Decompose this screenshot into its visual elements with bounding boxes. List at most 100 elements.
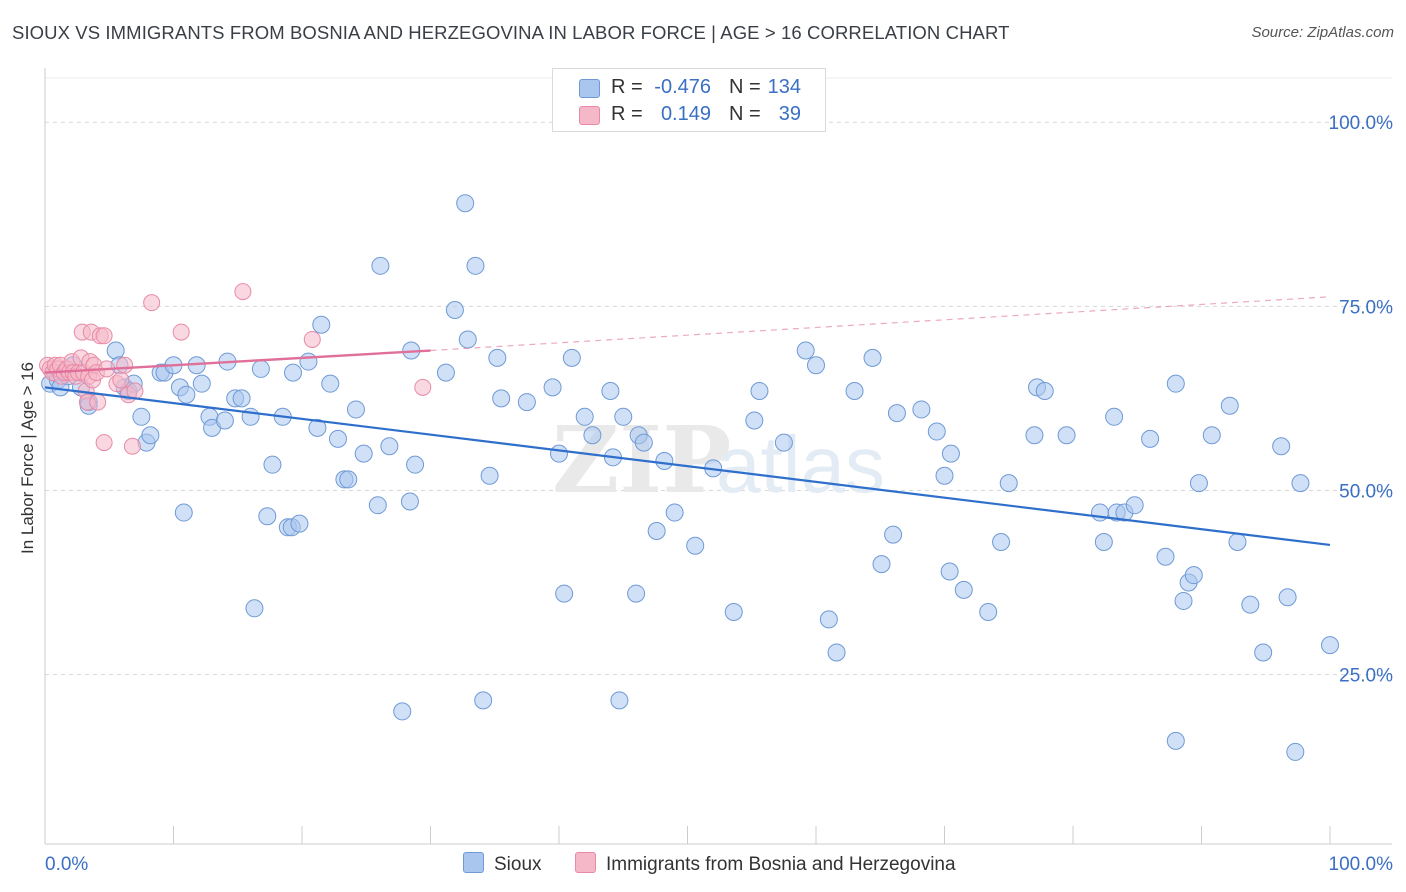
sioux-point — [1105, 407, 1124, 426]
sioux-point — [745, 411, 764, 430]
y-axis-title: In Labor Force | Age > 16 — [18, 361, 37, 555]
sioux-point — [1125, 496, 1144, 515]
sioux-point — [1278, 588, 1297, 607]
bosnia-point — [116, 356, 134, 374]
sioux-point — [1174, 591, 1193, 610]
sioux-point — [1241, 595, 1260, 614]
sioux-point — [562, 348, 581, 367]
sioux-point — [339, 470, 358, 489]
sioux-point — [999, 474, 1018, 493]
y-tick-label: 25.0% — [1339, 666, 1393, 687]
bosnia-legend-swatch — [575, 852, 596, 873]
sioux-point — [979, 602, 998, 621]
bosnia-point — [95, 327, 113, 345]
bosnia-point — [172, 323, 190, 341]
x-tick-label: 100.0% — [1329, 854, 1394, 875]
sioux-point — [583, 426, 602, 445]
sioux-point — [132, 407, 151, 426]
bosnia-point — [143, 294, 161, 312]
y-tick-label: 100.0% — [1329, 113, 1394, 134]
sioux-point — [1025, 426, 1044, 445]
r-value: 0.149 — [660, 103, 711, 125]
sioux-point — [1166, 374, 1185, 393]
sioux-point — [177, 385, 196, 404]
sioux-point — [492, 389, 511, 408]
sioux-point — [488, 348, 507, 367]
sioux-point — [192, 374, 211, 393]
sioux-point — [1035, 382, 1054, 401]
sioux-point — [245, 599, 264, 618]
bottom-legend-sioux: Sioux — [463, 852, 542, 876]
bosnia-trendline — [44, 349, 431, 374]
sioux-point — [406, 455, 425, 474]
sioux-point — [686, 536, 705, 555]
sioux-point — [1184, 566, 1203, 585]
sioux-point — [774, 433, 793, 452]
sioux-point — [1141, 429, 1160, 448]
sioux-point — [346, 400, 365, 419]
points-layer — [39, 194, 1339, 761]
sioux-point — [436, 363, 455, 382]
bosnia-point — [123, 437, 141, 455]
bosnia-point — [112, 371, 130, 389]
sioux-point — [601, 382, 620, 401]
sioux-point — [941, 444, 960, 463]
sioux-point — [321, 374, 340, 393]
sioux-point — [368, 496, 387, 515]
sioux-point — [827, 643, 846, 662]
sioux-point — [380, 437, 399, 456]
bosnia-point — [89, 393, 107, 411]
sioux-trendline — [44, 386, 1331, 547]
sioux-point — [665, 503, 684, 522]
sioux-point — [863, 348, 882, 367]
sioux-point — [1220, 396, 1239, 415]
sioux-point — [456, 194, 475, 213]
sioux-point — [954, 580, 973, 599]
n-value: 134 — [767, 76, 801, 98]
sioux-point — [1254, 643, 1273, 662]
bottom-legend-bosnia: Immigrants from Bosnia and Herzegovina — [575, 852, 956, 876]
r-label: R = — [611, 103, 643, 125]
sioux-point — [258, 507, 277, 526]
bosnia-point — [414, 378, 432, 396]
stats-legend: R = -0.476 N = 134 R = 0.149 N = 39 — [552, 68, 826, 132]
sioux-point — [141, 426, 160, 445]
sioux-point — [634, 433, 653, 452]
sioux-point — [1272, 437, 1291, 456]
sioux-point — [308, 418, 327, 437]
bosnia-swatch — [579, 106, 600, 125]
sioux-point — [724, 602, 743, 621]
sioux-point — [750, 382, 769, 401]
sioux-point — [1321, 636, 1339, 655]
x-tick-label: 0.0% — [45, 854, 88, 875]
r-label: R = — [611, 76, 643, 98]
sioux-point — [627, 584, 646, 603]
sioux-swatch — [579, 79, 600, 98]
sioux-point — [912, 400, 931, 419]
sioux-point — [299, 352, 318, 371]
sioux-point — [1202, 426, 1221, 445]
sioux-point — [845, 382, 864, 401]
sioux-point — [1156, 547, 1175, 566]
sioux-point — [1166, 731, 1185, 750]
sioux-point — [807, 356, 825, 375]
y-tick-label: 75.0% — [1339, 297, 1393, 318]
sioux-point — [290, 514, 309, 533]
sioux-point — [517, 393, 536, 412]
sioux-point — [393, 702, 412, 721]
sioux-point — [610, 691, 629, 710]
sioux-point — [1228, 533, 1247, 552]
sioux-point — [263, 455, 282, 474]
sioux-legend-label: Sioux — [494, 854, 542, 875]
sioux-point — [940, 562, 959, 581]
r-value: -0.476 — [654, 76, 711, 98]
axis-layer — [44, 68, 1392, 845]
chart-source: Source: ZipAtlas.com — [1251, 24, 1394, 41]
sioux-point — [555, 584, 574, 603]
sioux-point — [466, 256, 485, 275]
sioux-point — [232, 389, 251, 408]
sioux-point — [445, 301, 464, 320]
sioux-point — [174, 503, 193, 522]
sioux-point — [575, 407, 594, 426]
